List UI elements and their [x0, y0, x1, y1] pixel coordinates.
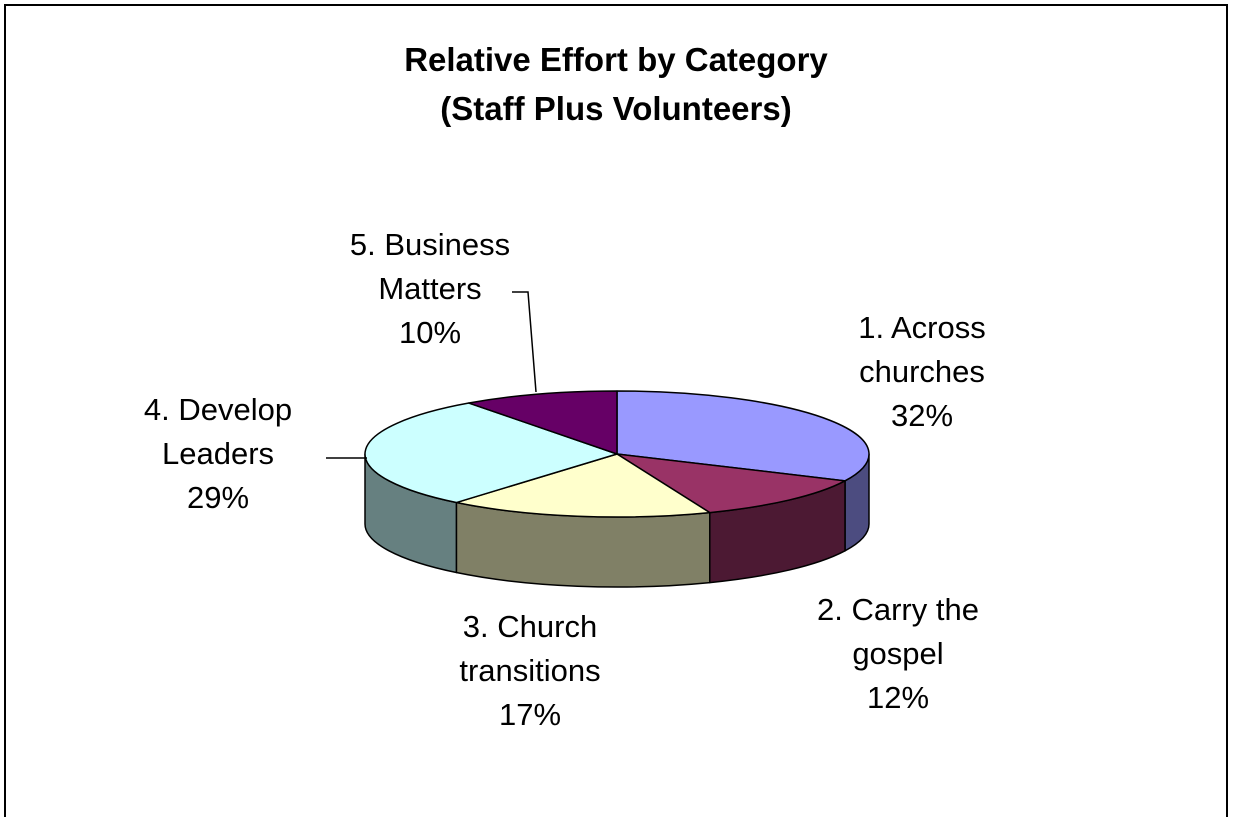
leader-line-5	[512, 291, 537, 393]
slice-label-4: 4. Develop Leaders 29%	[144, 392, 292, 515]
slice-label-3: 3. Church transitions 17%	[459, 609, 600, 732]
slice-percent-4: 29%	[187, 480, 249, 515]
slice-percent-1: 32%	[891, 398, 953, 433]
slice-label-line: Leaders	[162, 436, 274, 471]
slice-label-line: Matters	[378, 271, 481, 306]
pie-slice-1	[616, 390, 870, 482]
slice-label-2: 2. Carry the gospel 12%	[817, 592, 979, 715]
slice-label-1: 1. Across churches 32%	[858, 310, 986, 433]
pie-top-faces	[364, 390, 870, 518]
pie-slice-4	[364, 402, 618, 504]
pie-slice-5	[468, 390, 618, 455]
slice-label-line: 2. Carry the	[817, 592, 979, 627]
slice-percent-3: 17%	[499, 697, 561, 732]
slice-label-line: 4. Develop	[144, 392, 292, 427]
slice-label-line: 5. Business	[350, 227, 510, 262]
pie-slice-3	[455, 453, 711, 518]
slice-labels: 1. Across churches 32% 2. Carry the gospel 12…	[144, 227, 986, 732]
pie-slice-2	[616, 453, 846, 514]
slice-label-line: 1. Across	[858, 310, 986, 345]
slice-percent-2: 12%	[867, 680, 929, 715]
slice-label-line: gospel	[852, 636, 943, 671]
chart-title: Relative Effort by Category	[404, 41, 828, 78]
slice-label-line: transitions	[459, 653, 600, 688]
leader-lines	[326, 291, 537, 459]
slice-label-5: 5. Business Matters 10%	[350, 227, 510, 350]
chart-border	[4, 4, 1228, 817]
slice-label-line: churches	[859, 354, 985, 389]
slice-label-line: 3. Church	[463, 609, 597, 644]
slice-percent-5: 10%	[399, 315, 461, 350]
chart-subtitle: (Staff Plus Volunteers)	[440, 90, 791, 127]
